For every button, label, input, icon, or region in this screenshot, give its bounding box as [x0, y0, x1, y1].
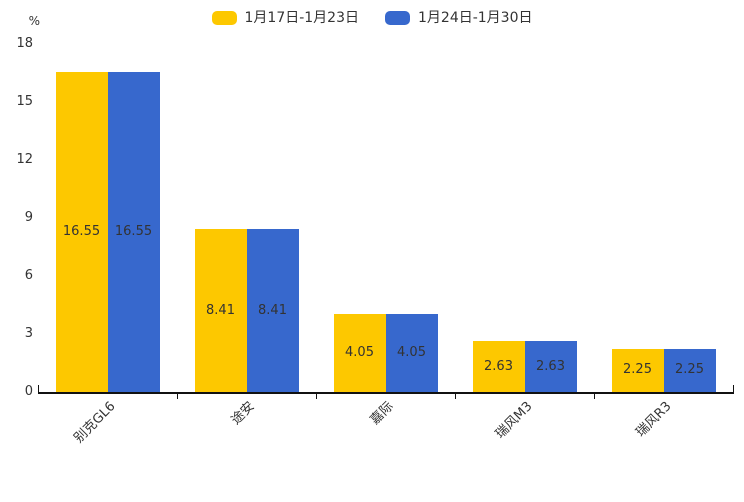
bar-series1-cat2[interactable]: [194, 229, 247, 392]
bar-value-label: 2.25: [675, 362, 704, 378]
x-axis-label-cat5: 瑞风R3: [632, 399, 675, 441]
x-axis-tick: [177, 394, 178, 399]
legend-label-week2: 1月24日-1月30日: [418, 10, 533, 26]
x-axis-endcap-tick: [38, 385, 39, 392]
y-tick-label: 3: [24, 326, 33, 341]
legend-item-week2[interactable]: 1月24日-1月30日: [385, 9, 533, 27]
y-tick-label: 15: [16, 94, 33, 109]
bar-value-label: 16.55: [114, 224, 153, 240]
x-axis-tick: [594, 394, 595, 399]
bar-value-label: 4.05: [397, 344, 426, 360]
bar-series2-cat4[interactable]: [524, 341, 577, 392]
x-axis-endcap-tick: [733, 385, 734, 392]
bar-value-label: 2.63: [536, 358, 565, 374]
y-tick-label: 18: [16, 36, 33, 51]
legend-swatch-week1-icon: [211, 11, 237, 25]
bar-value-label: 8.41: [258, 302, 287, 318]
y-axis-unit-label: %: [28, 14, 40, 28]
bar-series2-cat2[interactable]: [246, 229, 299, 392]
x-axis-label-cat3: 嘉际: [367, 399, 397, 429]
x-axis-label-cat2: 途安: [228, 399, 258, 429]
bar-value-label: 8.41: [206, 302, 235, 318]
x-axis-line: [38, 392, 734, 394]
x-axis-label-cat1: 别克GL6: [71, 399, 119, 447]
bar-series1-cat1[interactable]: [55, 72, 108, 392]
legend-swatch-week2-icon: [385, 11, 410, 25]
bar-series1-cat5[interactable]: [611, 348, 664, 392]
bar-value-label: 4.05: [345, 344, 374, 360]
chart-legend: 1月17日-1月23日 1月24日-1月30日: [0, 8, 744, 28]
bar-series1-cat3[interactable]: [333, 313, 386, 392]
x-axis-label-cat4: 瑞风M3: [492, 399, 536, 442]
legend-item-week1[interactable]: 1月17日-1月23日: [211, 9, 360, 27]
bar-value-label: 16.55: [62, 224, 101, 240]
y-tick-label: 6: [24, 268, 33, 283]
y-tick-label: 12: [16, 152, 33, 167]
bar-series2-cat5[interactable]: [663, 348, 716, 392]
bar-series2-cat3[interactable]: [385, 313, 438, 392]
y-tick-label: 9: [24, 210, 33, 225]
bar-value-label: 2.63: [484, 358, 513, 374]
x-axis-tick: [316, 394, 317, 399]
bar-series2-cat1[interactable]: [107, 72, 160, 392]
legend-label-week1: 1月17日-1月23日: [244, 10, 360, 26]
bar-value-label: 2.25: [623, 362, 652, 378]
y-tick-label: 0: [24, 384, 33, 399]
bar-series1-cat4[interactable]: [472, 341, 525, 392]
x-axis-tick: [455, 394, 456, 399]
